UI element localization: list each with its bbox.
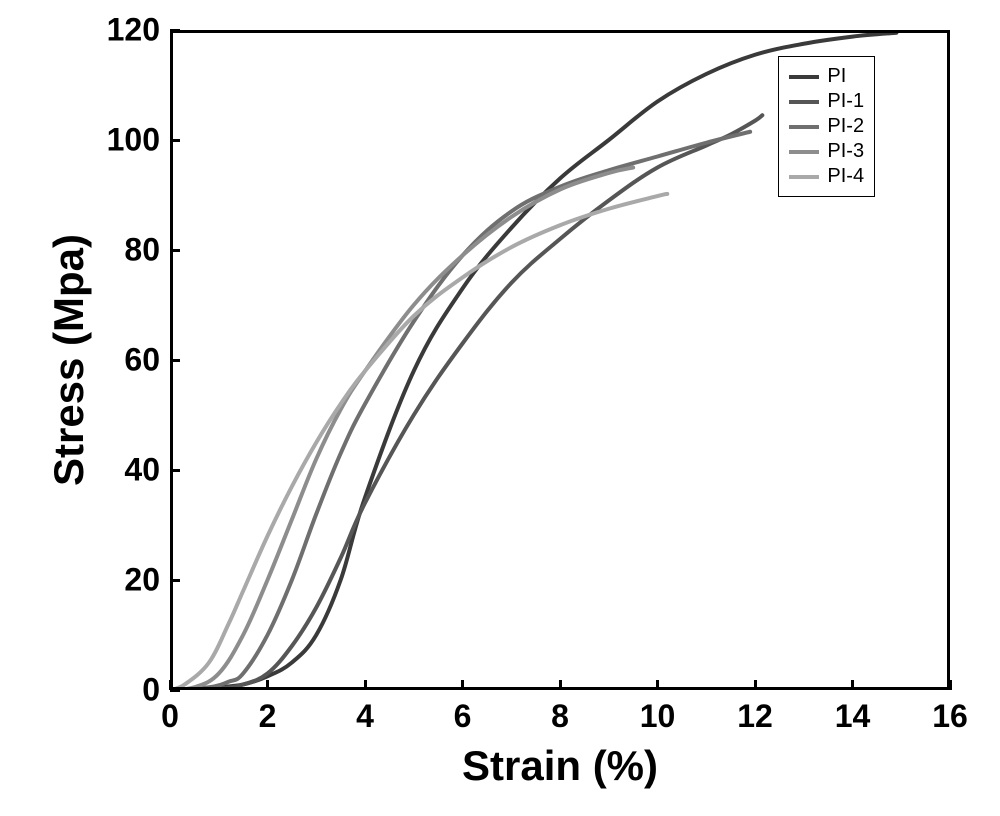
legend-item: PI-1: [789, 90, 864, 113]
legend-label: PI-3: [827, 140, 864, 163]
legend-item: PI-4: [789, 165, 864, 188]
chart-container: 0 20 40 60 80 100 120 0 2 4 6 8 10 12 14 16 Stress (Mpa…: [0, 0, 1000, 816]
y-axis-label: Stress (Mpa): [45, 234, 93, 486]
x-tick-label: 10: [640, 698, 676, 735]
y-tick-label: 20: [100, 562, 160, 599]
legend-swatch: [789, 125, 819, 129]
legend-item: PI-3: [789, 140, 864, 163]
y-tick-label: 100: [100, 122, 160, 159]
x-tick-label: 12: [737, 698, 773, 735]
x-axis-label: Strain (%): [462, 742, 658, 790]
legend-swatch: [789, 150, 819, 154]
y-tick-label: 120: [100, 12, 160, 49]
y-tick-label: 0: [100, 672, 160, 709]
legend-label: PI-4: [827, 165, 864, 188]
legend-label: PI: [827, 65, 846, 88]
legend-label: PI-1: [827, 90, 864, 113]
series-PI-4: [170, 194, 667, 690]
legend-swatch: [789, 100, 819, 104]
x-tick-label: 0: [161, 698, 179, 735]
y-tick-label: 80: [100, 232, 160, 269]
legend: PIPI-1PI-2PI-3PI-4: [778, 56, 875, 197]
x-tick-label: 6: [454, 698, 472, 735]
y-tick-label: 40: [100, 452, 160, 489]
legend-swatch: [789, 75, 819, 79]
x-tick-label: 14: [835, 698, 871, 735]
legend-swatch: [789, 175, 819, 179]
legend-label: PI-2: [827, 115, 864, 138]
x-tick-label: 8: [551, 698, 569, 735]
x-tick-label: 4: [356, 698, 374, 735]
x-tick-label: 16: [932, 698, 968, 735]
legend-item: PI: [789, 65, 864, 88]
x-tick-label: 2: [259, 698, 277, 735]
legend-item: PI-2: [789, 115, 864, 138]
series-PI-3: [170, 168, 633, 691]
y-tick-label: 60: [100, 342, 160, 379]
